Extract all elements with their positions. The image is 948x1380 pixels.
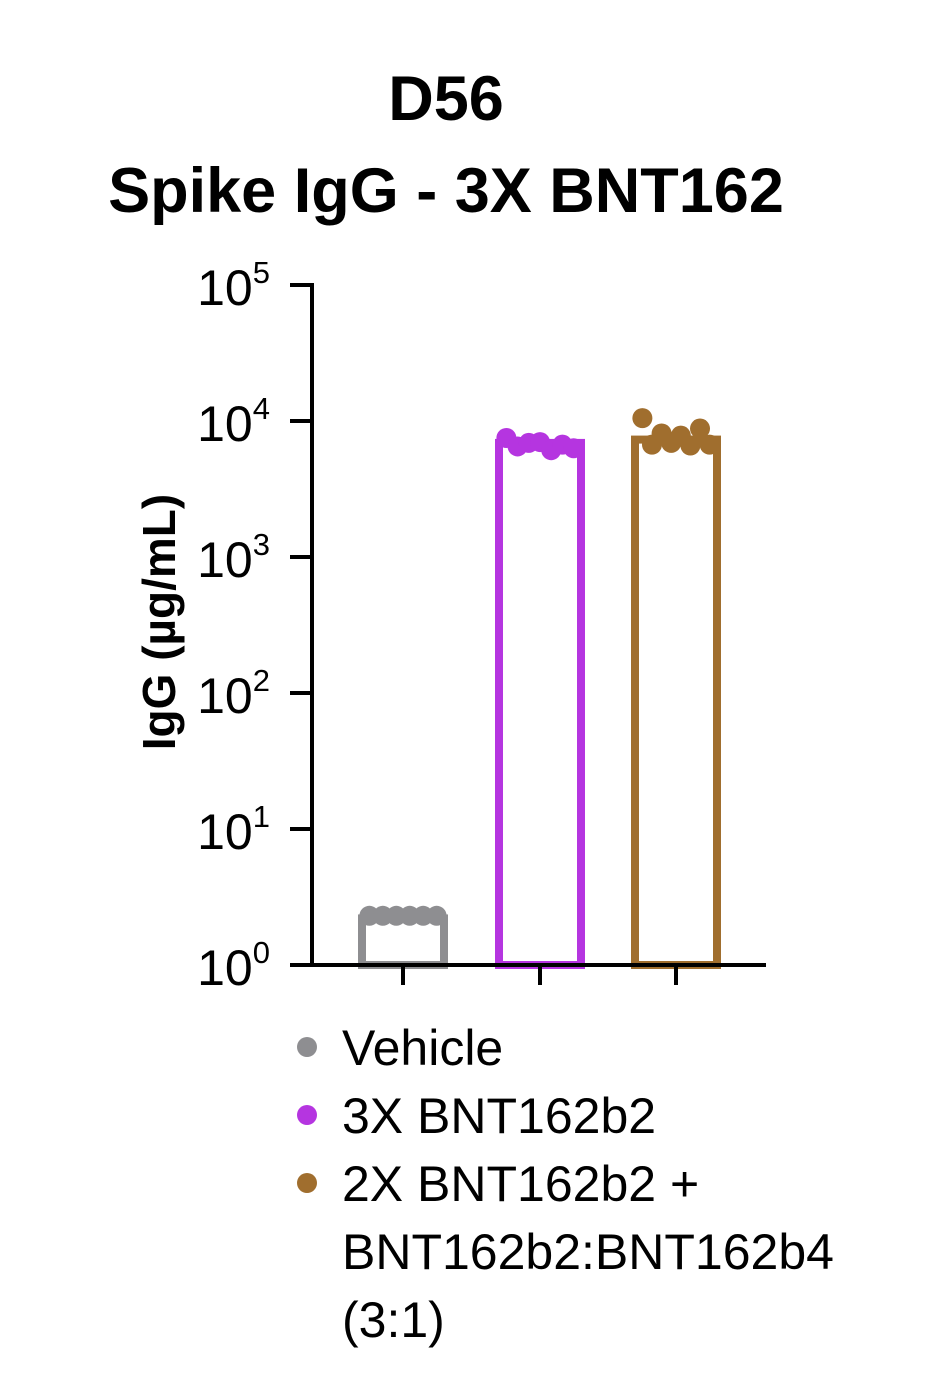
y-tick-label: 102 bbox=[197, 663, 270, 724]
y-tick-exponent: 1 bbox=[253, 799, 270, 834]
y-tick-base: 10 bbox=[197, 940, 253, 996]
axes bbox=[310, 283, 766, 985]
y-tick-exponent: 2 bbox=[253, 663, 270, 698]
legend-label: Vehicle bbox=[342, 1020, 503, 1076]
y-tick-label: 100 bbox=[197, 935, 270, 996]
bar bbox=[358, 914, 448, 970]
legend-label: 3X BNT162b2 bbox=[342, 1088, 656, 1144]
y-tick-base: 10 bbox=[197, 532, 253, 588]
data-point bbox=[632, 408, 653, 429]
y-tick-exponent: 4 bbox=[253, 391, 270, 426]
y-tick-exponent: 3 bbox=[253, 527, 270, 562]
data-point bbox=[699, 434, 720, 455]
legend: Vehicle 3X BNT162b2 2X BNT162b2 + BNT162b2:… bbox=[297, 1020, 834, 1348]
y-tick-exponent: 5 bbox=[253, 255, 270, 290]
y-tick-base: 10 bbox=[197, 260, 253, 316]
legend-marker bbox=[297, 1173, 317, 1193]
data-point bbox=[426, 905, 447, 926]
data-points bbox=[359, 408, 720, 926]
y-tick-label: 104 bbox=[197, 391, 270, 452]
bar bbox=[631, 435, 721, 970]
data-point bbox=[690, 418, 711, 439]
y-tick-label: 105 bbox=[197, 255, 270, 316]
y-tick-base: 10 bbox=[197, 804, 253, 860]
legend-label: (3:1) bbox=[342, 1292, 445, 1348]
bars bbox=[358, 435, 721, 970]
y-tick-base: 10 bbox=[197, 668, 253, 724]
y-tick-label: 101 bbox=[197, 799, 270, 860]
y-axis-label: IgG (µg/mL) bbox=[133, 494, 185, 750]
legend-marker bbox=[297, 1105, 317, 1125]
chart-title: D56 bbox=[388, 64, 504, 134]
y-tick-exponent: 0 bbox=[253, 935, 270, 970]
y-tick-label: 103 bbox=[197, 527, 270, 588]
bar bbox=[495, 438, 585, 970]
legend-label: 2X BNT162b2 + bbox=[342, 1156, 699, 1212]
chart-subtitle: Spike IgG - 3X BNT162 bbox=[108, 156, 784, 226]
y-tick-base: 10 bbox=[197, 396, 253, 452]
legend-label: BNT162b2:BNT162b4 bbox=[342, 1224, 834, 1280]
data-point bbox=[563, 438, 584, 459]
data-point bbox=[680, 435, 701, 456]
legend-marker bbox=[297, 1037, 317, 1057]
